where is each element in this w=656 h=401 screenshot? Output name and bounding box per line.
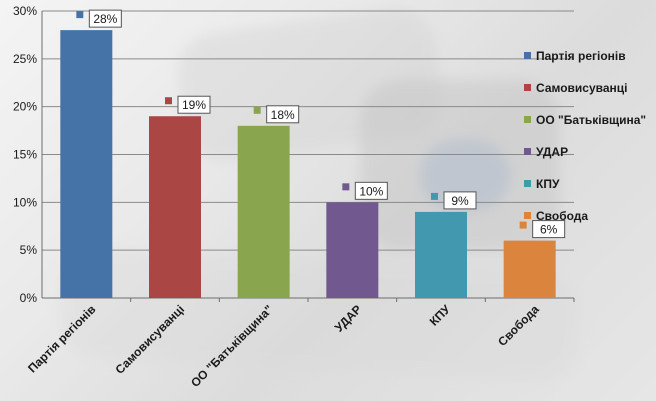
legend-entry: Партія регіонів: [536, 49, 626, 63]
bar: [326, 202, 379, 298]
y-tick-label: 30%: [13, 4, 37, 18]
legend-entry: Самовисуванці: [536, 81, 628, 95]
data-label-marker: [519, 221, 527, 229]
legend-entry: КПУ: [536, 177, 560, 191]
bar: [149, 116, 201, 298]
data-label: 6%: [540, 223, 558, 237]
legend-marker: [524, 52, 531, 59]
x-tick-label: КПУ: [427, 302, 454, 329]
y-tick-label: 20%: [13, 100, 37, 114]
data-label: 28%: [93, 12, 117, 26]
bar: [237, 125, 290, 298]
x-tick-label: Свобода: [495, 302, 542, 349]
data-label: 10%: [359, 184, 383, 198]
data-label: 19%: [182, 98, 206, 112]
data-label: 18%: [271, 108, 295, 122]
legend-marker: [524, 180, 531, 187]
data-label-box: [88, 9, 122, 28]
y-tick-label: 15%: [13, 148, 37, 162]
legend-marker: [524, 84, 531, 91]
legend-entry: Свобода: [536, 209, 588, 223]
data-label-box: [177, 95, 211, 114]
data-label: 9%: [451, 194, 469, 208]
bar: [415, 211, 467, 298]
y-tick-label: 0%: [20, 291, 38, 305]
legend-entry: ОО "Батьківщина": [536, 113, 646, 127]
y-tick-label: 10%: [13, 195, 37, 209]
data-label-marker: [253, 106, 261, 114]
data-label-marker: [165, 97, 172, 105]
x-tick-label: ОО "Батьківщина": [188, 302, 276, 390]
y-tick-label: 25%: [13, 52, 37, 66]
x-tick-label: Самовисуванці: [113, 302, 188, 377]
data-label-marker: [431, 192, 438, 200]
y-tick-label: 5%: [20, 243, 38, 257]
legend-marker: [524, 212, 531, 219]
x-tick-label: УДАР: [332, 302, 365, 335]
data-label-box: [354, 181, 388, 200]
legend-entry: УДАР: [536, 145, 568, 159]
data-label-marker: [76, 11, 84, 19]
data-label-box: [266, 105, 300, 124]
legend-marker: [524, 148, 531, 155]
legend-marker: [524, 116, 531, 123]
data-label-box: [532, 220, 566, 239]
data-label-marker: [342, 183, 350, 191]
bar: [60, 30, 113, 299]
x-tick-label: Партія регіонів: [25, 302, 98, 375]
data-label-box: [443, 191, 477, 210]
bar: [503, 240, 556, 298]
